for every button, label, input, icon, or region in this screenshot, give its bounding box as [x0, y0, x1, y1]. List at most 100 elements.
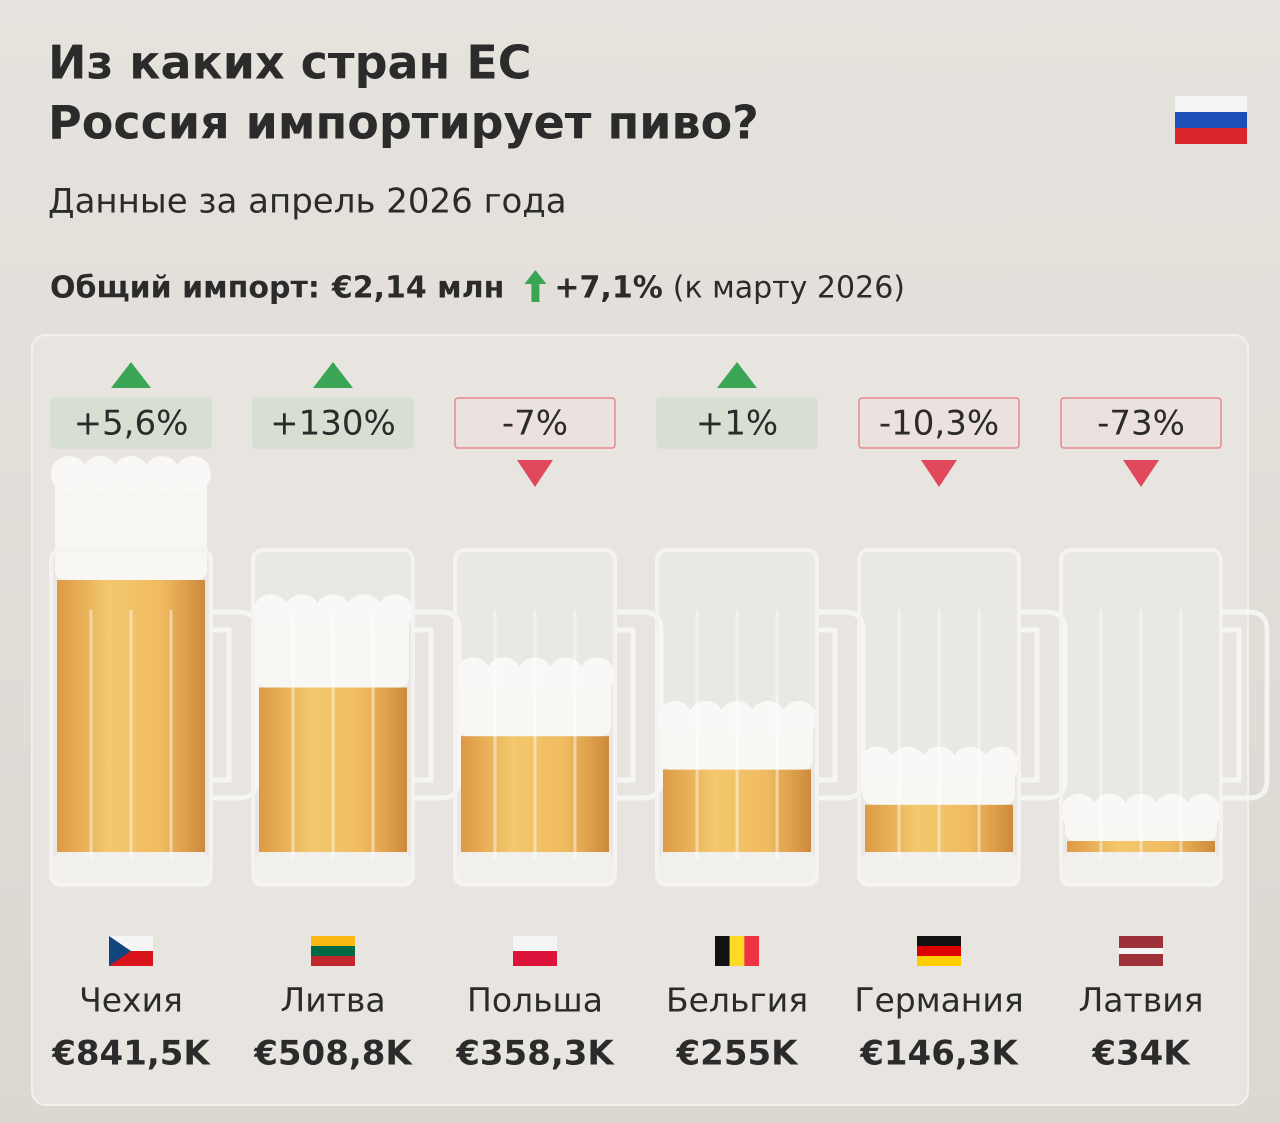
- title-line: Россия импортирует пиво?: [48, 96, 759, 150]
- flag-part: [109, 936, 131, 966]
- mug-base: [861, 852, 1017, 885]
- country-column: +1% Бельгия €255K: [655, 362, 866, 1074]
- country-name: Латвия: [1078, 981, 1203, 1020]
- foam-bubble: [455, 657, 491, 694]
- foam-bubble: [1154, 793, 1190, 830]
- flag-part: [311, 936, 355, 946]
- foam-bubble: [51, 456, 87, 492]
- change-label: +130%: [270, 404, 396, 444]
- country-column: -10,3% Германия €146,3K: [854, 397, 1068, 1074]
- foam-bubble: [657, 700, 693, 737]
- flag-part: [715, 936, 730, 966]
- country-flag: [109, 936, 153, 966]
- change-box: [454, 397, 616, 449]
- country-name: Чехия: [79, 981, 183, 1020]
- mug-handle: [1221, 609, 1270, 801]
- foam-bubble: [1123, 793, 1159, 830]
- value-label: €358,3K: [455, 1034, 615, 1074]
- foam-bubble: [859, 746, 895, 783]
- mug-glass: [655, 548, 819, 887]
- foam-bubble: [688, 700, 724, 737]
- foam-bubble: [517, 657, 553, 694]
- foam-bubble: [284, 594, 320, 631]
- country-column: -7% Польша €358,3K: [453, 397, 664, 1074]
- russia-flag: [1175, 96, 1247, 144]
- flag-part: [1119, 936, 1163, 948]
- beer: [461, 736, 609, 852]
- total-note: (к марту 2026): [673, 271, 905, 306]
- foam-bubble: [983, 746, 1019, 783]
- value-label: €146,3K: [859, 1034, 1019, 1074]
- total-value: €2,14 млн: [331, 271, 505, 306]
- change-box: [252, 397, 414, 449]
- total-line: Общий импорт: €2,14 млн +7,1% (к марту 2…: [50, 270, 905, 306]
- up-arrow: [313, 362, 353, 388]
- foam-bubble: [548, 657, 584, 694]
- beer: [1067, 841, 1215, 852]
- flag-part: [1119, 954, 1163, 966]
- foam-bubble: [82, 456, 118, 492]
- foam-bubble: [175, 456, 211, 492]
- mug-base: [53, 852, 209, 885]
- change-label: -10,3%: [879, 404, 999, 444]
- change-label: -7%: [502, 404, 568, 444]
- flag-part: [311, 946, 355, 956]
- down-arrow: [921, 460, 957, 487]
- mug-handle: [211, 609, 260, 801]
- mug-handle: [1019, 609, 1068, 801]
- down-arrow: [1123, 460, 1159, 487]
- change-box: [858, 397, 1020, 449]
- columns: +5,6% Чехия €841,5K +130% Литва €508,8K -7% Пол…: [49, 362, 1270, 1074]
- mug-glass: [49, 548, 213, 887]
- mug-glass: [1059, 548, 1223, 887]
- mug-base: [1063, 852, 1219, 885]
- change-label: +1%: [696, 404, 778, 444]
- flag-part: [513, 951, 557, 966]
- country-name: Бельгия: [666, 981, 808, 1020]
- foam-bubble: [113, 456, 149, 492]
- foam-bubble: [253, 594, 289, 631]
- foam-bubble: [890, 746, 926, 783]
- foam-bubble: [377, 594, 413, 631]
- foam-bubble: [346, 594, 382, 631]
- beer: [57, 580, 205, 852]
- beer: [259, 687, 407, 852]
- foam-bubble: [719, 700, 755, 737]
- foam-bubble: [921, 746, 957, 783]
- mug-glass: [251, 548, 415, 887]
- flag-part: [917, 956, 961, 966]
- panel: [31, 334, 1249, 1106]
- mug-handle: [817, 609, 866, 801]
- country-flag: [715, 936, 760, 966]
- change-box: [50, 397, 212, 449]
- value-label: €255K: [676, 1034, 800, 1074]
- country-flag: [1119, 936, 1163, 966]
- flag-part: [513, 936, 557, 951]
- country-flag: [917, 936, 961, 966]
- country-name: Польша: [467, 981, 603, 1020]
- mug-glass: [857, 548, 1021, 887]
- flag-part: [1119, 948, 1163, 954]
- country-name: Литва: [280, 981, 385, 1020]
- foam: [55, 470, 207, 580]
- total-up-arrow: [524, 270, 547, 302]
- country-column: +130% Литва €508,8K: [251, 362, 462, 1074]
- mug-glass: [453, 548, 617, 887]
- value-label: €34K: [1091, 1034, 1191, 1074]
- change-box: [1060, 397, 1222, 449]
- mug-base: [659, 852, 815, 885]
- foam-bubble: [750, 700, 786, 737]
- up-arrow: [717, 362, 757, 388]
- country-flag: [311, 936, 355, 966]
- foam-bubble: [1092, 793, 1128, 830]
- value-label: €841,5K: [51, 1034, 211, 1074]
- beer: [865, 804, 1013, 852]
- beer: [663, 769, 811, 852]
- foam-bubble: [781, 700, 817, 737]
- foam-bubble: [952, 746, 988, 783]
- up-arrow: [111, 362, 151, 388]
- change-label: -73%: [1097, 404, 1185, 444]
- country-name: Германия: [854, 981, 1023, 1020]
- mug-handle: [615, 609, 664, 801]
